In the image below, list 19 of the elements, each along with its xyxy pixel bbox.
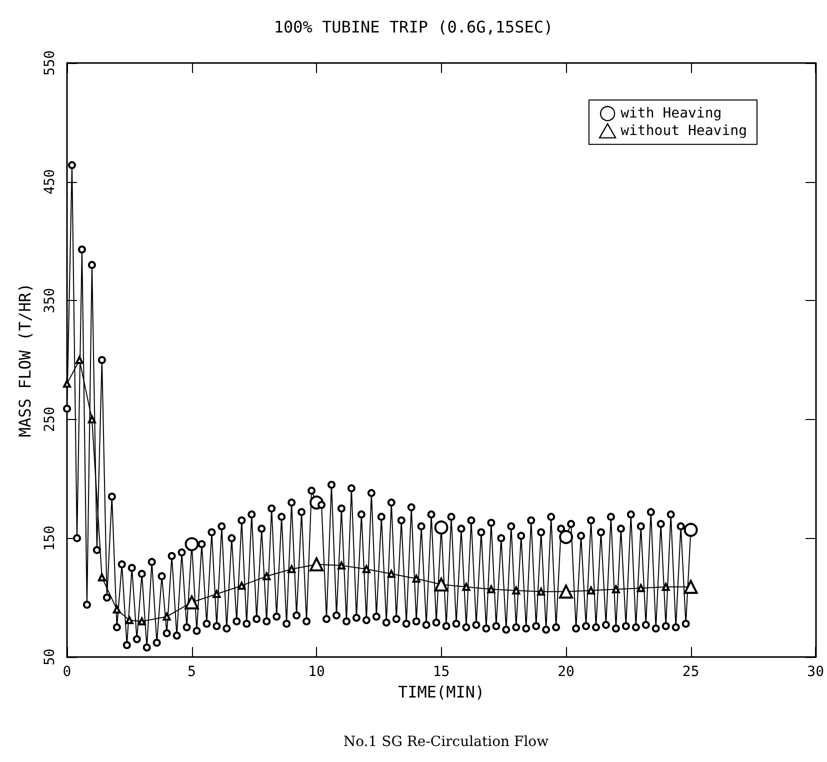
x-tick-label: 20 <box>558 664 574 680</box>
chart-title: 100% TUBINE TRIP (0.6G,15SEC) <box>274 18 554 36</box>
x-axis-title: TIME(MIN) <box>398 682 485 702</box>
legend-label: with Heaving <box>620 106 722 122</box>
x-tick-label: 15 <box>432 664 450 680</box>
y-tick-label: 150 <box>42 526 58 551</box>
y-tick-label: 350 <box>42 288 58 314</box>
x-tick-label: 25 <box>682 664 700 680</box>
x-tick-label: 0 <box>62 664 72 680</box>
y-tick-label: 450 <box>42 169 58 194</box>
x-tick-label: 10 <box>308 664 325 680</box>
text: No.1 SG Re-Circulation Flow <box>343 734 549 750</box>
x-tick-label: 5 <box>188 664 196 680</box>
x-tick-label: 30 <box>807 664 824 680</box>
y-tick-label: 550 <box>42 50 58 76</box>
legend-label: without Heaving <box>620 122 748 139</box>
y-tick-label: 250 <box>42 406 58 432</box>
y-axis-title: MASS FLOW (T/HR) <box>16 282 34 438</box>
y-tick-label: 50 <box>42 648 58 666</box>
